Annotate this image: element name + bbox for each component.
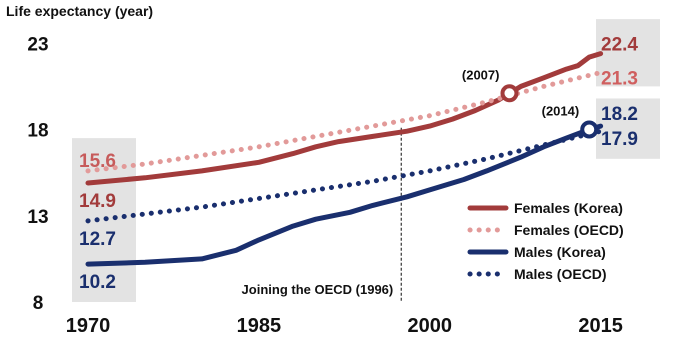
start-value-label: 12.7	[79, 229, 116, 250]
marker-label: (2007)	[462, 67, 500, 82]
female-end-labels-background	[596, 19, 660, 87]
legend-label-males-oecd: Males (OECD)	[514, 266, 607, 282]
x-tick-label: 1985	[237, 315, 282, 337]
x-tick-label: 2000	[407, 315, 452, 337]
x-tick-label: 1970	[66, 315, 111, 337]
y-axis-title: Life expectancy (year)	[6, 3, 153, 19]
y-tick-label: 18	[27, 121, 48, 142]
start-value-label: 10.2	[79, 272, 116, 293]
legend-label-females-oecd: Females (OECD)	[514, 222, 624, 238]
end-value-label: 22.4	[601, 35, 638, 56]
oecd-join-annotation: Joining the OECD (1996)	[242, 282, 394, 297]
y-tick-label: 13	[27, 207, 48, 228]
y-tick-label: 8	[33, 293, 44, 314]
legend-label-females-korea: Females (Korea)	[514, 200, 623, 216]
end-value-label: 18.2	[601, 104, 638, 125]
marker-label: (2014)	[542, 104, 580, 119]
legend: Females (Korea) Females (OECD) Males (Kore…	[467, 200, 624, 282]
legend-label-males-korea: Males (Korea)	[514, 244, 606, 260]
marker-females-korea	[500, 84, 519, 103]
x-tick-label: 2015	[578, 315, 623, 337]
end-value-label: 17.9	[601, 129, 638, 150]
end-value-label: 21.3	[601, 69, 638, 90]
male-end-labels-background	[596, 98, 660, 159]
marker-layer	[500, 84, 599, 139]
start-value-label: 15.6	[79, 151, 116, 172]
marker-males-korea	[580, 120, 599, 139]
y-tick-label: 23	[27, 34, 48, 55]
start-value-label: 14.9	[79, 191, 116, 212]
series-line-females-korea	[85, 51, 604, 186]
text-layer: Life expectancy (year) 8 13 18 23 1970 1985 200…	[6, 3, 638, 337]
